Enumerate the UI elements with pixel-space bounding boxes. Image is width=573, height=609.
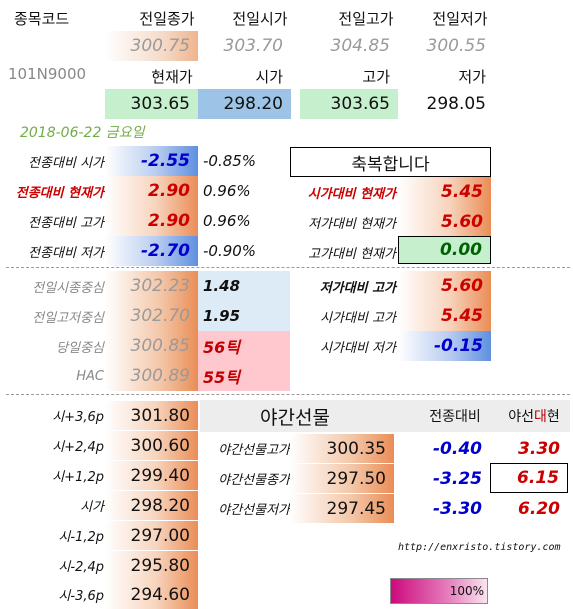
divider — [6, 267, 570, 268]
night-low-label: 야간선물저가 — [218, 503, 290, 518]
center-prev-oc-label: 전일시종중심 — [32, 280, 104, 296]
range-open-low-label: 시가대비 저가 — [320, 340, 396, 356]
level-label: 시-3,6p — [58, 589, 104, 604]
level-value: 297.00 — [105, 521, 198, 550]
center-hac-label: HAC — [76, 368, 104, 384]
diff-high-value: 2.90 — [105, 206, 198, 236]
high-value: 303.65 — [300, 89, 398, 119]
prev-open-label: 전일시가 — [232, 9, 288, 28]
diff-high-label: 전종대비 고가 — [28, 215, 104, 231]
center-hac-extra: 55틱 — [198, 361, 290, 391]
open-value: 298.20 — [198, 89, 291, 119]
center-prev-oc-value: 302.23 — [105, 271, 198, 301]
level-value: 294.60 — [105, 580, 198, 609]
center-prev-oc-extra: 1.48 — [198, 271, 290, 301]
diff-cur-pct: 0.96% — [203, 182, 251, 200]
level-value: 301.80 — [105, 401, 198, 430]
diff-low-value: -2.70 — [105, 236, 198, 266]
diff-open-value: -2.55 — [105, 146, 198, 176]
low-label: 저가 — [458, 67, 486, 86]
night-col-range-c: 현 — [546, 409, 560, 425]
diff-high-pct: 0.96% — [203, 212, 251, 230]
night-col-diff: 전종대비 — [429, 409, 481, 425]
night-high-label: 야간선물고가 — [218, 443, 290, 458]
diff-low-pct: -0.90% — [203, 242, 257, 260]
prev-low-label: 전일저가 — [432, 9, 488, 28]
diff-cur-value: 2.90 — [105, 176, 198, 206]
prev-close-label: 전일종가 — [139, 9, 195, 28]
level-label: 시+2,4p — [52, 440, 104, 455]
prev-high-value: 304.85 — [330, 36, 390, 56]
diff-low-label: 전종대비 저가 — [28, 245, 104, 261]
level-label: 시+1,2p — [52, 470, 104, 485]
diff-low-cur-value: 5.60 — [398, 207, 491, 237]
low-value: 298.05 — [426, 94, 486, 114]
center-prev-hl-value: 302.70 — [105, 301, 198, 331]
level-value: 300.60 — [105, 431, 198, 460]
high-label: 고가 — [362, 67, 390, 86]
cur-label: 현재가 — [151, 67, 193, 86]
progress-fill — [391, 579, 487, 603]
level-label: 시-2,4p — [58, 560, 104, 575]
prev-low-value: 300.55 — [426, 36, 486, 56]
code-label: 종목코드 — [14, 9, 70, 28]
center-today-label: 당일중심 — [56, 340, 104, 356]
prev-close-value: 300.75 — [105, 31, 198, 61]
night-close-label: 야간선물종가 — [218, 473, 290, 488]
progress-label: 100% — [449, 584, 484, 598]
range-open-low-value: -0.15 — [398, 331, 491, 361]
night-high-range: 3.30 — [518, 438, 560, 459]
level-label: 시가 — [80, 500, 104, 515]
diff-open-cur-label: 시가대비 현재가 — [307, 186, 396, 202]
night-low-value: 297.45 — [290, 494, 394, 523]
level-label: 시+3,6p — [52, 410, 104, 425]
night-low-range: 6.20 — [518, 498, 560, 519]
center-prev-hl-label: 전일고저중심 — [32, 310, 104, 326]
divider-2 — [6, 394, 570, 395]
diff-open-label: 전종대비 시가 — [28, 155, 104, 171]
night-title: 야간선물 — [260, 406, 330, 429]
night-col-range-b: 대 — [533, 409, 547, 425]
range-open-high-value: 5.45 — [398, 301, 491, 331]
blog-url[interactable]: http://enxristo.tistory.com — [398, 541, 561, 553]
diff-open-pct: -0.85% — [203, 152, 257, 170]
range-low-high-value: 5.60 — [398, 271, 491, 301]
progress-bar: 100% — [390, 578, 488, 604]
range-open-high-label: 시가대비 고가 — [320, 310, 396, 326]
diff-high-cur-label: 고가대비 현재가 — [308, 246, 396, 262]
night-close-value: 297.50 — [290, 464, 394, 493]
diff-high-cur-value: 0.00 — [398, 236, 491, 264]
prev-high-label: 전일고가 — [338, 9, 394, 28]
level-value: 299.40 — [105, 461, 198, 490]
night-low-diff: -3.30 — [433, 498, 482, 519]
message-box: 축복합니다 — [290, 147, 491, 177]
range-low-high-label: 저가대비 고가 — [319, 280, 396, 296]
night-header-bg — [200, 400, 570, 432]
center-prev-hl-extra: 1.95 — [198, 301, 290, 331]
night-close-range: 6.15 — [490, 463, 568, 493]
level-value: 298.20 — [105, 491, 198, 520]
cur-value: 303.65 — [105, 89, 198, 119]
center-hac-value: 300.89 — [105, 361, 198, 391]
open-label: 시가 — [255, 67, 283, 86]
night-col-range: 야선 대 현 — [498, 400, 570, 432]
code-value: 101N9000 — [8, 65, 87, 83]
night-high-value: 300.35 — [290, 434, 394, 463]
center-today-extra: 56틱 — [198, 331, 290, 361]
diff-low-cur-label: 저가대비 현재가 — [308, 216, 396, 232]
night-high-diff: -0.40 — [433, 438, 482, 459]
night-close-diff: -3.25 — [433, 468, 482, 489]
night-col-range-a: 야선 — [508, 409, 534, 425]
level-value: 295.80 — [105, 551, 198, 580]
level-label: 시-1,2p — [58, 530, 104, 545]
diff-open-cur-value: 5.45 — [398, 177, 491, 207]
date-label: 2018-06-22 금요일 — [20, 125, 145, 141]
prev-open-value: 303.70 — [223, 36, 283, 56]
diff-cur-label: 전종대비 현재가 — [15, 185, 104, 201]
center-today-value: 300.85 — [105, 331, 198, 361]
